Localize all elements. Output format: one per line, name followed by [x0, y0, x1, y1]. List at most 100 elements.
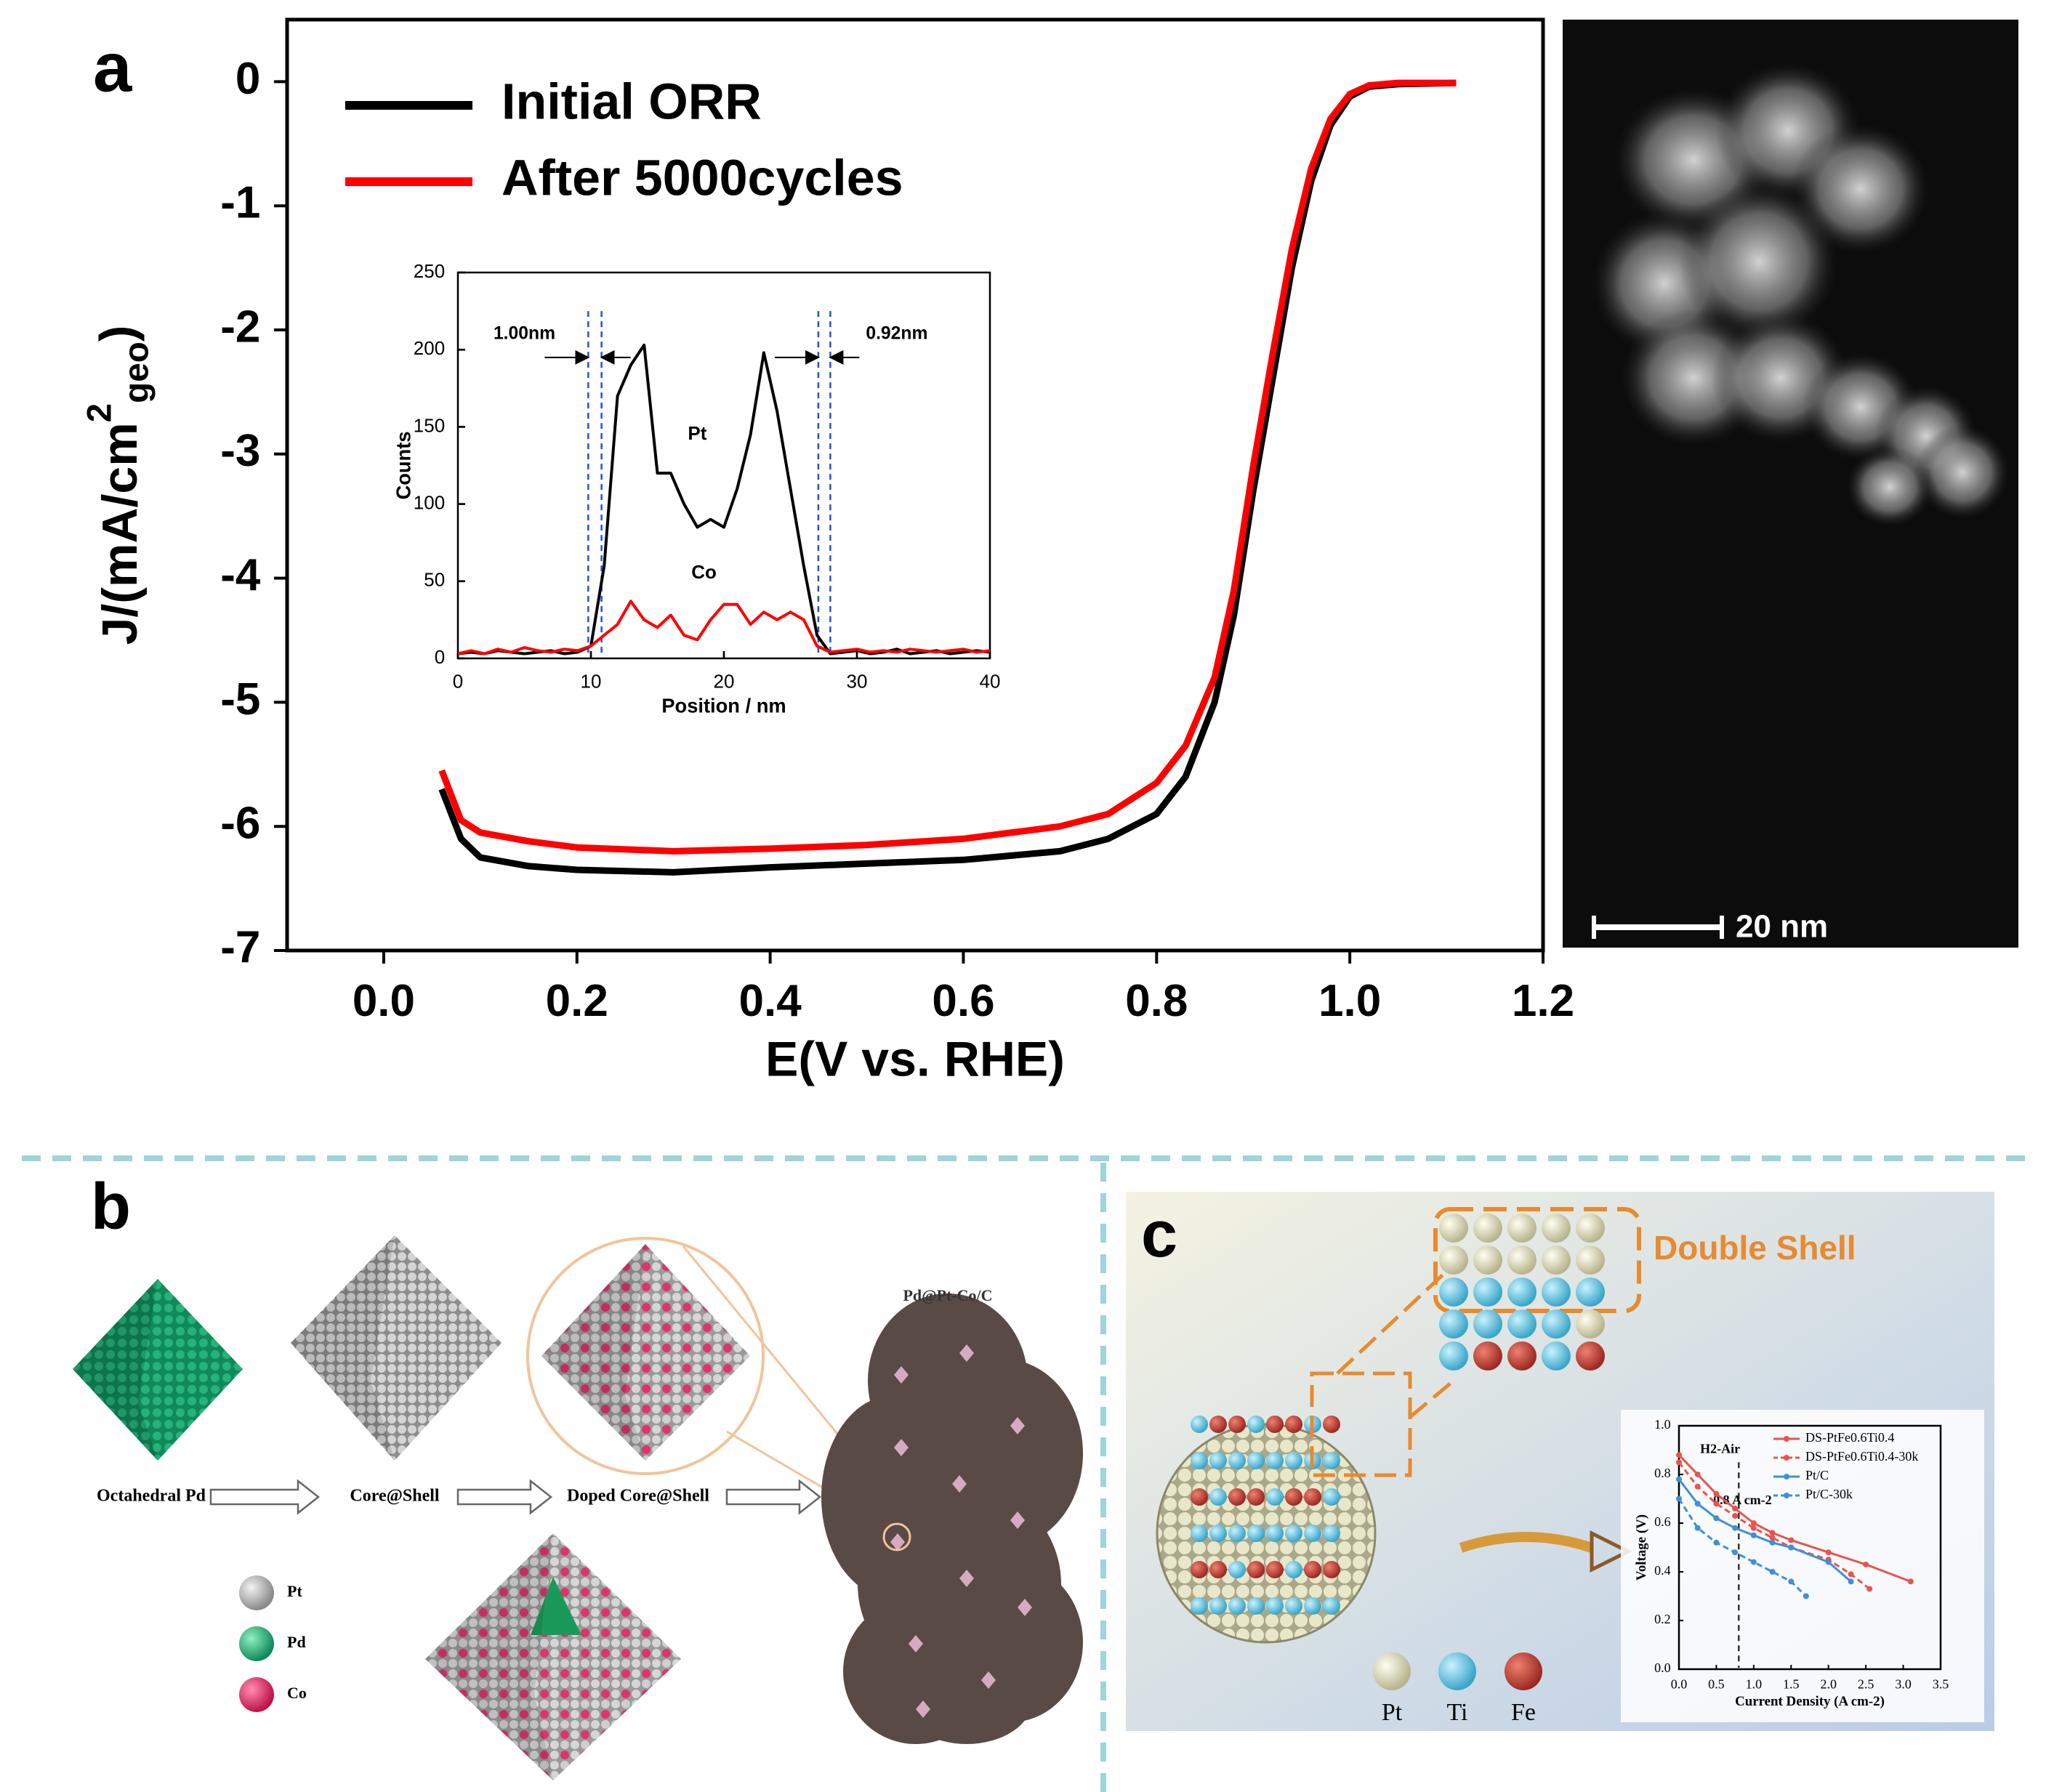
- legend-marker: [1784, 1455, 1789, 1461]
- series-point: [1694, 1483, 1701, 1490]
- atom: [1191, 1561, 1208, 1578]
- x-tick-label: 0: [453, 670, 463, 692]
- legend-sphere: [239, 1626, 274, 1661]
- atom: [1228, 1597, 1246, 1615]
- series-line: [438, 79, 1457, 855]
- series-point: [1750, 1525, 1757, 1531]
- atom: [1507, 1309, 1537, 1339]
- legend-marker: [1784, 1474, 1789, 1480]
- series-line: [438, 79, 1457, 876]
- legend-marker: [1784, 1436, 1789, 1442]
- atom: [1542, 1246, 1571, 1275]
- series-point: [1769, 1569, 1776, 1575]
- annotation: H2-Air: [1700, 1442, 1740, 1456]
- legend-label: After 5000cycles: [502, 149, 903, 206]
- y-tick-label: -1: [220, 178, 260, 228]
- atom: [1542, 1278, 1571, 1307]
- y-tick-label: 50: [424, 569, 445, 591]
- y-tick-label: 1.0: [1654, 1417, 1671, 1432]
- atom: [1323, 1452, 1340, 1469]
- series-label: Pt: [688, 422, 706, 444]
- x-tick-label: 0.5: [1708, 1676, 1725, 1691]
- carbon-support: [821, 1293, 1083, 1744]
- y-axis-label: J/(mA/cm2geo): [80, 326, 156, 645]
- legend-sphere: [1438, 1652, 1476, 1690]
- y-tick-label: -2: [220, 302, 260, 352]
- atom: [1507, 1341, 1537, 1371]
- series-point: [1863, 1561, 1869, 1567]
- atom: [1323, 1525, 1340, 1542]
- series-point: [1825, 1559, 1832, 1565]
- atom: [1473, 1309, 1502, 1339]
- x-tick-label: 2.0: [1820, 1676, 1837, 1691]
- x-tick-label: 3.0: [1895, 1676, 1912, 1691]
- x-axis-label: Current Density (A cm-2): [1735, 1694, 1885, 1709]
- x-tick-label: 0.8: [1125, 976, 1188, 1026]
- series-point: [1848, 1571, 1854, 1578]
- atom: [1228, 1561, 1246, 1578]
- atom: [1323, 1597, 1340, 1615]
- x-tick-label: 20: [714, 670, 735, 692]
- x-tick-label: 1.0: [1318, 976, 1381, 1026]
- series-point: [1732, 1505, 1739, 1512]
- legend-label: Initial ORR: [502, 73, 762, 129]
- octahedra: [73, 1235, 903, 1780]
- series-point: [1803, 1593, 1809, 1599]
- series-point: [1825, 1549, 1832, 1556]
- atom: [1266, 1416, 1284, 1433]
- atom: [1576, 1341, 1605, 1371]
- plot-frame: [1678, 1424, 1942, 1671]
- series-point: [1769, 1539, 1776, 1546]
- series-point: [1676, 1496, 1682, 1502]
- atom: [1285, 1416, 1302, 1433]
- series-point: [1866, 1586, 1873, 1592]
- atom: [1285, 1488, 1302, 1506]
- atom: [1507, 1214, 1537, 1243]
- series-point: [1732, 1549, 1739, 1556]
- atom: [1439, 1214, 1468, 1243]
- panel-label: a: [93, 28, 132, 106]
- atom: [1266, 1452, 1284, 1469]
- series-line: [1678, 1461, 1871, 1590]
- x-tick-label: 40: [980, 670, 1001, 692]
- atom: [1576, 1309, 1605, 1339]
- y-axis-label: Voltage (V): [1634, 1514, 1649, 1581]
- y-axis-label-part: 2: [80, 403, 118, 422]
- y-tick-label: 100: [414, 491, 445, 513]
- x-axis-label: Position / nm: [661, 694, 786, 717]
- legend-label: Fe: [1511, 1699, 1536, 1726]
- series-point: [1750, 1520, 1757, 1526]
- atom: [1323, 1488, 1340, 1506]
- chart-background: [1621, 1410, 1984, 1722]
- atom: [1247, 1597, 1265, 1615]
- atom: [1576, 1246, 1605, 1275]
- y-tick-label: 0: [435, 646, 445, 668]
- annotation: 1.00nm: [494, 323, 555, 343]
- series-point: [1750, 1559, 1757, 1565]
- atom: [1247, 1416, 1265, 1433]
- scale-bar-label: 20 nm: [1736, 909, 1828, 945]
- atom: [1191, 1488, 1208, 1506]
- atom: [1285, 1452, 1302, 1469]
- x-tick-label: 0.4: [739, 976, 802, 1026]
- atom: [1247, 1561, 1265, 1578]
- atom: [1247, 1525, 1265, 1542]
- y-tick-label: 0.4: [1654, 1563, 1671, 1578]
- legend-label: Pt: [287, 1582, 302, 1600]
- atom: [1209, 1597, 1227, 1615]
- y-tick-label: 200: [414, 337, 445, 359]
- x-tick-label: 0.0: [353, 976, 415, 1026]
- series-line: [457, 600, 991, 655]
- legend-label: Pd: [287, 1633, 306, 1651]
- legend-label: DS-PtFe0.6Ti0.4: [1805, 1430, 1894, 1445]
- series-point: [1676, 1459, 1682, 1466]
- atom: [1576, 1214, 1605, 1243]
- legend-sphere: [239, 1575, 274, 1610]
- plot-frame: [285, 17, 1545, 953]
- atom: [1285, 1525, 1302, 1542]
- y-tick-label: 0.6: [1654, 1514, 1671, 1529]
- y-tick-label: 0.0: [1654, 1660, 1671, 1675]
- y-axis-label: Counts: [392, 431, 414, 499]
- atom: [1323, 1561, 1340, 1578]
- y-tick-label: -5: [220, 674, 260, 725]
